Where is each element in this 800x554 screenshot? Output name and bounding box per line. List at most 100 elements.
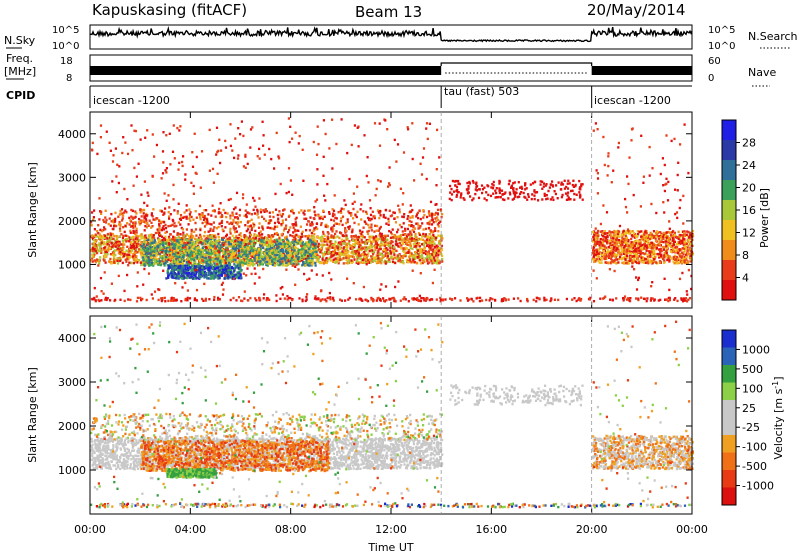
power-cell xyxy=(231,267,234,270)
power-cell xyxy=(132,226,135,229)
power-cell xyxy=(328,212,331,215)
power-cell xyxy=(228,254,231,257)
power-cell xyxy=(342,208,345,211)
power-cell xyxy=(265,236,268,240)
power-cell xyxy=(172,235,175,239)
power-cell xyxy=(266,237,269,240)
power-cell xyxy=(187,244,190,247)
power-cell xyxy=(182,231,185,234)
power-cell xyxy=(327,252,330,255)
power-cell xyxy=(185,262,188,265)
power-cell xyxy=(220,273,224,276)
power-cell xyxy=(94,250,97,253)
power-cell xyxy=(107,243,111,246)
power-cell xyxy=(358,247,361,250)
power-cell xyxy=(381,256,384,259)
power-cell xyxy=(148,264,151,267)
power-cell xyxy=(132,258,136,262)
power-cell xyxy=(165,245,168,249)
power-cell xyxy=(145,262,148,265)
power-cell xyxy=(119,223,122,226)
power-cell xyxy=(186,270,189,273)
power-cell xyxy=(252,208,255,212)
power-cell xyxy=(295,251,298,254)
power-cell xyxy=(421,251,424,254)
power-cell xyxy=(203,209,206,212)
power-cell xyxy=(214,259,217,263)
power-cell xyxy=(191,273,194,276)
power-cell xyxy=(180,269,183,272)
power-cell xyxy=(268,247,271,250)
power-cell xyxy=(187,271,190,274)
power-cell xyxy=(271,260,274,263)
power-cell xyxy=(360,248,363,252)
power-cell xyxy=(317,248,320,251)
power-cell xyxy=(218,269,221,272)
power-cell xyxy=(436,223,439,226)
power-cell xyxy=(212,248,215,251)
power-cell xyxy=(357,223,360,226)
power-cell xyxy=(305,258,308,262)
power-cell xyxy=(390,256,393,259)
power-cell xyxy=(171,272,174,275)
power-cell xyxy=(187,234,190,238)
power-cell xyxy=(210,276,213,280)
power-cell xyxy=(120,253,123,256)
power-cell xyxy=(429,255,432,258)
power-cell xyxy=(311,253,314,256)
power-cell xyxy=(140,248,143,251)
power-cell xyxy=(190,238,193,242)
power-cell xyxy=(93,251,96,255)
power-cell xyxy=(211,251,214,255)
power-cell xyxy=(396,242,399,245)
power-cell xyxy=(422,234,425,237)
nave-label: Nave xyxy=(748,66,776,79)
power-cell xyxy=(238,214,241,217)
power-cell xyxy=(401,230,404,233)
power-cell xyxy=(276,262,279,266)
power-cell xyxy=(142,251,145,255)
power-cell xyxy=(106,253,109,256)
power-cell xyxy=(167,211,170,214)
power-cell xyxy=(271,235,274,238)
power-cell xyxy=(434,236,437,240)
power-cell xyxy=(353,252,356,256)
power-cell xyxy=(257,216,260,219)
power-cell xyxy=(233,228,236,231)
power-cell xyxy=(261,251,264,254)
power-cell xyxy=(426,251,429,254)
power-cell xyxy=(248,252,251,255)
power-cell xyxy=(177,248,180,251)
power-cell xyxy=(312,229,315,233)
power-cell xyxy=(434,211,438,215)
power-cell xyxy=(296,242,299,245)
power-cell xyxy=(312,238,315,242)
power-cell xyxy=(95,247,98,250)
power-cell xyxy=(232,258,235,262)
power-cell xyxy=(345,254,348,258)
power-cell xyxy=(268,260,271,264)
power-cell xyxy=(216,245,219,248)
power-cell xyxy=(332,251,335,255)
power-cell xyxy=(189,235,192,238)
power-cell xyxy=(170,243,173,246)
power-cell xyxy=(207,252,210,255)
power-cell xyxy=(258,264,261,267)
power-cell xyxy=(225,235,228,238)
power-cell xyxy=(255,261,258,265)
power-cell xyxy=(145,219,148,222)
power-cell xyxy=(416,241,419,245)
power-cell xyxy=(155,251,158,255)
power-cell xyxy=(246,242,249,246)
power-cell xyxy=(264,258,267,261)
power-cell xyxy=(197,262,200,266)
power-cell xyxy=(321,240,324,243)
power-cell xyxy=(345,258,348,261)
power-cell xyxy=(253,257,256,260)
power-cell xyxy=(412,242,415,246)
power-cell xyxy=(169,233,172,236)
power-cell xyxy=(175,249,178,252)
power-cell xyxy=(433,259,437,262)
power-cell xyxy=(426,262,430,265)
power-cell xyxy=(241,259,244,262)
